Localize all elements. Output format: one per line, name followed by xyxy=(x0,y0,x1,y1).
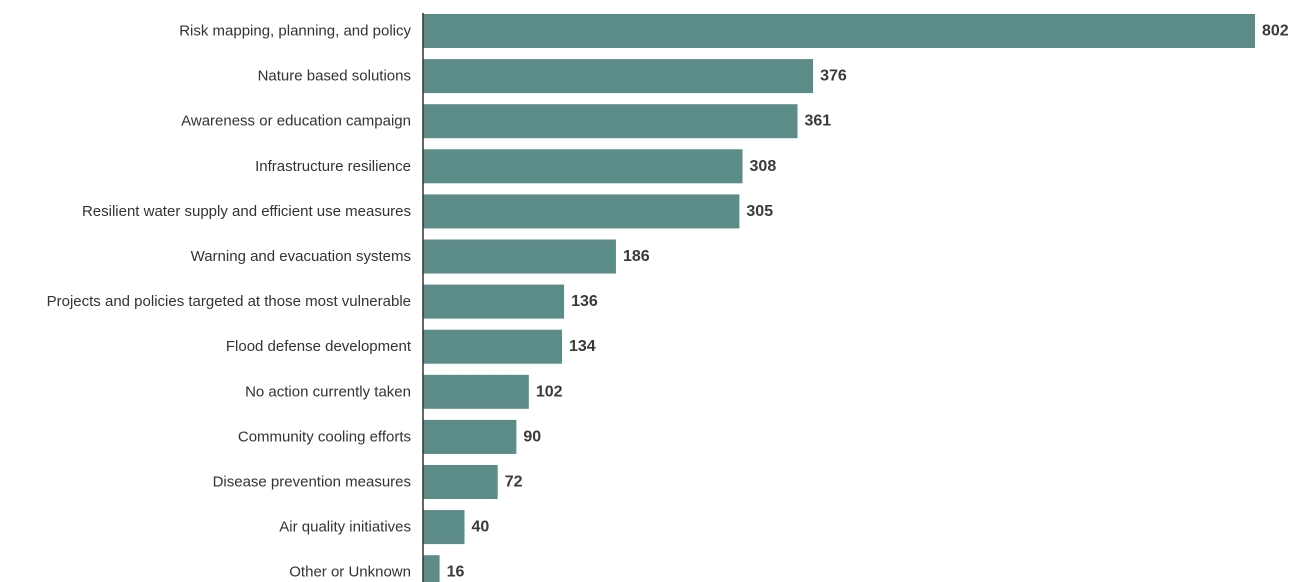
bar-5 xyxy=(423,239,616,274)
value-label-1: 376 xyxy=(820,68,847,85)
bar-8 xyxy=(423,374,529,409)
category-label-4: Resilient water supply and efficient use… xyxy=(82,203,411,220)
category-labels-layer: Risk mapping, planning, and policy Nature… xyxy=(47,23,412,581)
bar-1 xyxy=(423,59,814,94)
category-label-2: Awareness or education campaign xyxy=(181,113,411,130)
value-label-8: 102 xyxy=(536,383,563,400)
value-label-11: 40 xyxy=(471,519,489,536)
value-label-4: 305 xyxy=(746,203,773,220)
category-label-10: Disease prevention measures xyxy=(213,474,411,491)
value-label-12: 16 xyxy=(447,564,465,581)
bar-4 xyxy=(423,194,740,229)
value-label-5: 186 xyxy=(623,248,650,265)
value-label-3: 308 xyxy=(750,158,777,175)
category-label-9: Community cooling efforts xyxy=(238,428,411,445)
category-label-11: Air quality initiatives xyxy=(279,519,411,536)
bar-10 xyxy=(423,465,498,499)
category-label-12: Other or Unknown xyxy=(289,564,411,581)
value-label-2: 361 xyxy=(805,113,832,130)
category-label-3: Infrastructure resilience xyxy=(255,158,411,175)
category-label-0: Risk mapping, planning, and policy xyxy=(179,23,411,40)
category-label-1: Nature based solutions xyxy=(258,68,411,85)
category-label-7: Flood defense development xyxy=(226,338,412,355)
bar-9 xyxy=(423,419,517,454)
category-label-6: Projects and policies targeted at those … xyxy=(47,293,411,310)
bars-layer xyxy=(423,14,1255,582)
bar-7 xyxy=(423,329,563,364)
bar-2 xyxy=(423,104,798,139)
bar-0 xyxy=(423,14,1255,48)
category-label-8: No action currently taken xyxy=(245,383,411,400)
bar-12 xyxy=(423,555,440,582)
bar-3 xyxy=(423,149,743,184)
value-label-6: 136 xyxy=(571,293,598,310)
value-label-0: 802 xyxy=(1262,23,1289,40)
bar-11 xyxy=(423,510,465,545)
bar-6 xyxy=(423,284,565,319)
value-labels-layer: 802 376 361 308 305 186 136 134 102 90 72 40 16 xyxy=(447,23,1289,581)
value-label-7: 134 xyxy=(569,338,596,355)
value-label-10: 72 xyxy=(505,474,523,491)
category-label-5: Warning and evacuation systems xyxy=(191,248,411,265)
value-label-9: 90 xyxy=(523,428,541,445)
